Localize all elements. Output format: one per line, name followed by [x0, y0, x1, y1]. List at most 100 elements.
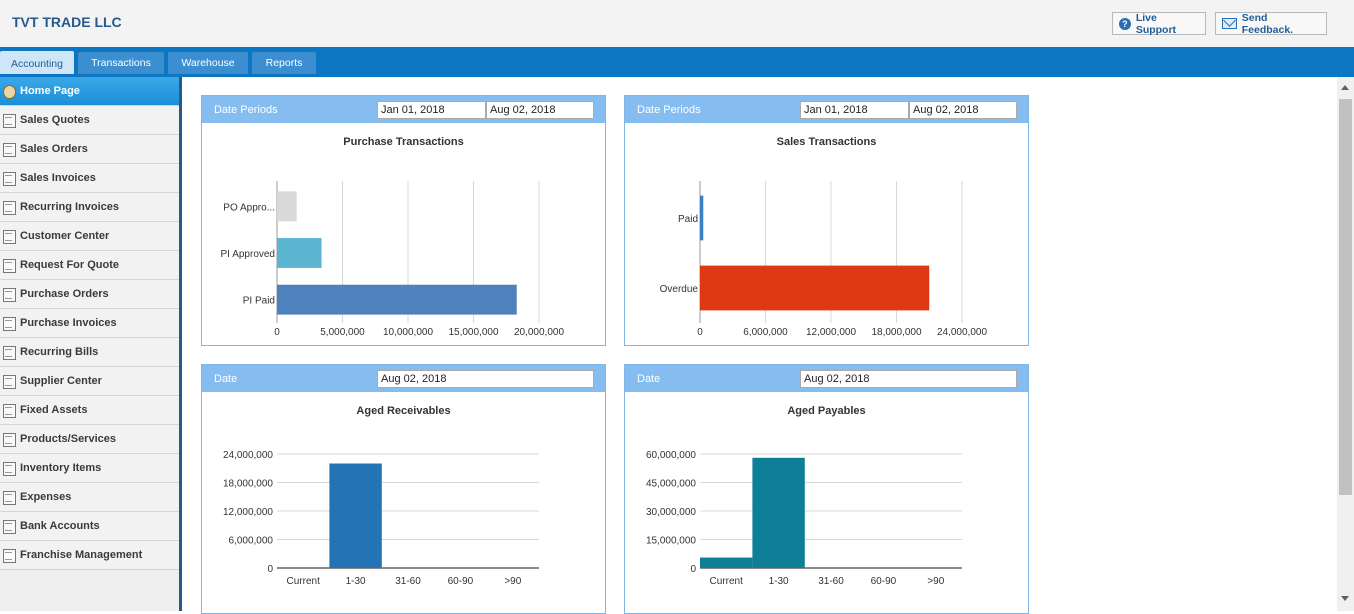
- category-label: >90: [927, 576, 944, 587]
- category-label: Overdue: [660, 284, 699, 295]
- purchase-chart: 0 5,000,000 10,000,000 15,000,000 20,000,000…: [221, 181, 564, 338]
- send-feedback-button[interactable]: Send Feedback.: [1215, 11, 1327, 36]
- live-support-label: Live Support: [1135, 11, 1177, 36]
- chart-title: Aged Payables: [787, 405, 866, 417]
- sidebar-item-bank-accounts[interactable]: Bank Accounts: [0, 512, 179, 541]
- aged-receivables-panel: Date Aug 02, 2018 Aged Receivables 0 6,00…: [201, 364, 606, 614]
- document-icon: [2, 200, 16, 215]
- chart-title: Purchase Transactions: [343, 136, 464, 148]
- sidebar-item-label: Sales Invoices: [20, 172, 96, 184]
- home-icon: [2, 84, 16, 99]
- sidebar-item-customer-center[interactable]: Customer Center: [0, 222, 179, 251]
- y-tick-label: 0: [267, 564, 273, 575]
- sidebar-item-sales-quotes[interactable]: Sales Quotes: [0, 106, 179, 135]
- x-tick-label: 24,000,000: [937, 327, 987, 338]
- y-tick-label: 12,000,000: [223, 507, 273, 518]
- panel-header: Date Aug 02, 2018: [202, 365, 605, 392]
- to-date-input[interactable]: Aug 02, 2018: [486, 101, 594, 119]
- category-label: Current: [710, 576, 744, 587]
- sidebar-item-home-page[interactable]: Home Page: [0, 77, 179, 106]
- x-tick-label: 5,000,000: [320, 327, 365, 338]
- date-periods-label: Date Periods: [637, 103, 701, 116]
- purchase-transactions-panel: Date Periods Jan 01, 2018 Aug 02, 2018 P…: [201, 95, 606, 346]
- document-icon: [2, 113, 16, 128]
- x-tick-label: 10,000,000: [383, 327, 433, 338]
- tab-reports[interactable]: Reports: [252, 52, 316, 74]
- to-date-input[interactable]: Aug 02, 2018: [909, 101, 1017, 119]
- sidebar-item-purchase-orders[interactable]: Purchase Orders: [0, 280, 179, 309]
- y-tick-label: 6,000,000: [229, 536, 274, 547]
- x-tick-label: 15,000,000: [448, 327, 498, 338]
- aged-payables-panel: Date Aug 02, 2018 Aged Payables 0 15,000,…: [624, 364, 1029, 614]
- calculator-icon: [2, 403, 16, 418]
- send-feedback-label: Send Feedback.: [1241, 11, 1294, 36]
- bar: [329, 463, 382, 568]
- help-icon: ?: [1119, 17, 1131, 30]
- sidebar-divider[interactable]: [179, 77, 182, 611]
- scroll-up-icon[interactable]: [1341, 85, 1349, 90]
- category-label: 60-90: [448, 576, 474, 587]
- sidebar-item-expenses[interactable]: Expenses: [0, 483, 179, 512]
- category-label: PI Paid: [243, 296, 275, 307]
- printer-icon: [2, 316, 16, 331]
- y-tick-label: 30,000,000: [646, 507, 696, 518]
- category-label: Current: [287, 576, 321, 587]
- category-label: 31-60: [395, 576, 421, 587]
- x-tick-label: 6,000,000: [743, 327, 788, 338]
- sidebar-item-label: Inventory Items: [20, 462, 102, 474]
- tab-accounting[interactable]: Accounting: [0, 51, 74, 76]
- y-tick-label: 45,000,000: [646, 479, 696, 490]
- date-input[interactable]: Aug 02, 2018: [800, 370, 1017, 388]
- sidebar-item-purchase-invoices[interactable]: Purchase Invoices: [0, 309, 179, 338]
- printer-icon: [2, 287, 16, 302]
- chart-title: Aged Receivables: [356, 405, 451, 417]
- document-icon: [2, 171, 16, 186]
- category-label: 60-90: [871, 576, 897, 587]
- tab-transactions[interactable]: Transactions: [78, 52, 164, 74]
- sidebar-item-recurring-bills[interactable]: Recurring Bills: [0, 338, 179, 367]
- mail-icon: [1222, 18, 1237, 29]
- bar: [277, 238, 322, 268]
- date-input[interactable]: Aug 02, 2018: [377, 370, 594, 388]
- from-date-input[interactable]: Jan 01, 2018: [377, 101, 486, 119]
- sidebar: Home Page Sales Quotes Sales Orders Sales I…: [0, 77, 179, 611]
- tab-warehouse[interactable]: Warehouse: [168, 52, 248, 74]
- printer-icon: [2, 229, 16, 244]
- panel-header: Date Periods Jan 01, 2018 Aug 02, 2018: [202, 96, 605, 123]
- sidebar-item-sales-orders[interactable]: Sales Orders: [0, 135, 179, 164]
- bar: [277, 191, 297, 222]
- date-label: Date: [214, 372, 238, 385]
- vertical-scrollbar[interactable]: [1337, 77, 1354, 611]
- bar: [700, 195, 704, 241]
- date-periods-label: Date Periods: [214, 103, 278, 116]
- sidebar-item-sales-invoices[interactable]: Sales Invoices: [0, 164, 179, 193]
- sidebar-item-label: Customer Center: [20, 230, 110, 242]
- sidebar-item-label: Expenses: [20, 491, 72, 503]
- sidebar-item-franchise-management[interactable]: Franchise Management: [0, 541, 179, 570]
- printer-icon: [2, 258, 16, 273]
- sidebar-item-label: Purchase Invoices: [20, 317, 117, 329]
- category-label: PO Appro...: [223, 202, 275, 213]
- sidebar-item-label: Franchise Management: [20, 549, 143, 561]
- category-label: 31-60: [818, 576, 844, 587]
- sidebar-item-label: Recurring Invoices: [20, 201, 120, 213]
- sidebar-item-supplier-center[interactable]: Supplier Center: [0, 367, 179, 396]
- x-tick-label: 12,000,000: [806, 327, 856, 338]
- printer-icon: [2, 345, 16, 360]
- live-support-button[interactable]: ? Live Support: [1112, 11, 1206, 36]
- y-tick-label: 24,000,000: [223, 450, 273, 461]
- sidebar-item-label: Bank Accounts: [20, 520, 100, 532]
- from-date-input[interactable]: Jan 01, 2018: [800, 101, 909, 119]
- scroll-thumb[interactable]: [1339, 99, 1352, 495]
- sidebar-item-recurring-invoices[interactable]: Recurring Invoices: [0, 193, 179, 222]
- category-label: 1-30: [346, 576, 366, 587]
- area-segment: [752, 457, 805, 568]
- scroll-down-icon[interactable]: [1341, 596, 1349, 601]
- sidebar-item-products-services[interactable]: Products/Services: [0, 425, 179, 454]
- sidebar-item-request-for-quote[interactable]: Request For Quote: [0, 251, 179, 280]
- sidebar-item-inventory-items[interactable]: Inventory Items: [0, 454, 179, 483]
- sidebar-item-fixed-assets[interactable]: Fixed Assets: [0, 396, 179, 425]
- panel-header: Date Periods Jan 01, 2018 Aug 02, 2018: [625, 96, 1028, 123]
- printer-icon: [2, 374, 16, 389]
- category-label: PI Approved: [221, 249, 275, 260]
